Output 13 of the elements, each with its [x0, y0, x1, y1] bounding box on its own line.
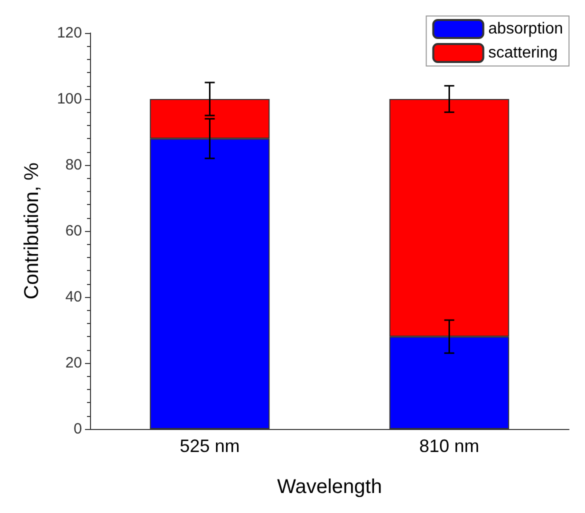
y-tick-label: 0 [74, 420, 82, 438]
legend-label: scattering [488, 44, 558, 62]
y-axis-title: Contribution, % [21, 162, 43, 300]
y-tick-label: 80 [65, 156, 82, 174]
x-tick-label: 810 nm [419, 436, 480, 456]
x-tick-label: 525 nm [180, 436, 240, 456]
y-tick-label: 120 [56, 24, 82, 42]
y-tick-label: 40 [65, 288, 82, 306]
y-tick-label: 20 [65, 354, 82, 372]
x-axis-title: Wavelength [277, 476, 382, 498]
legend-label: absorption [488, 20, 563, 38]
y-tick-label: 60 [65, 222, 82, 240]
y-tick-label: 100 [56, 90, 82, 108]
